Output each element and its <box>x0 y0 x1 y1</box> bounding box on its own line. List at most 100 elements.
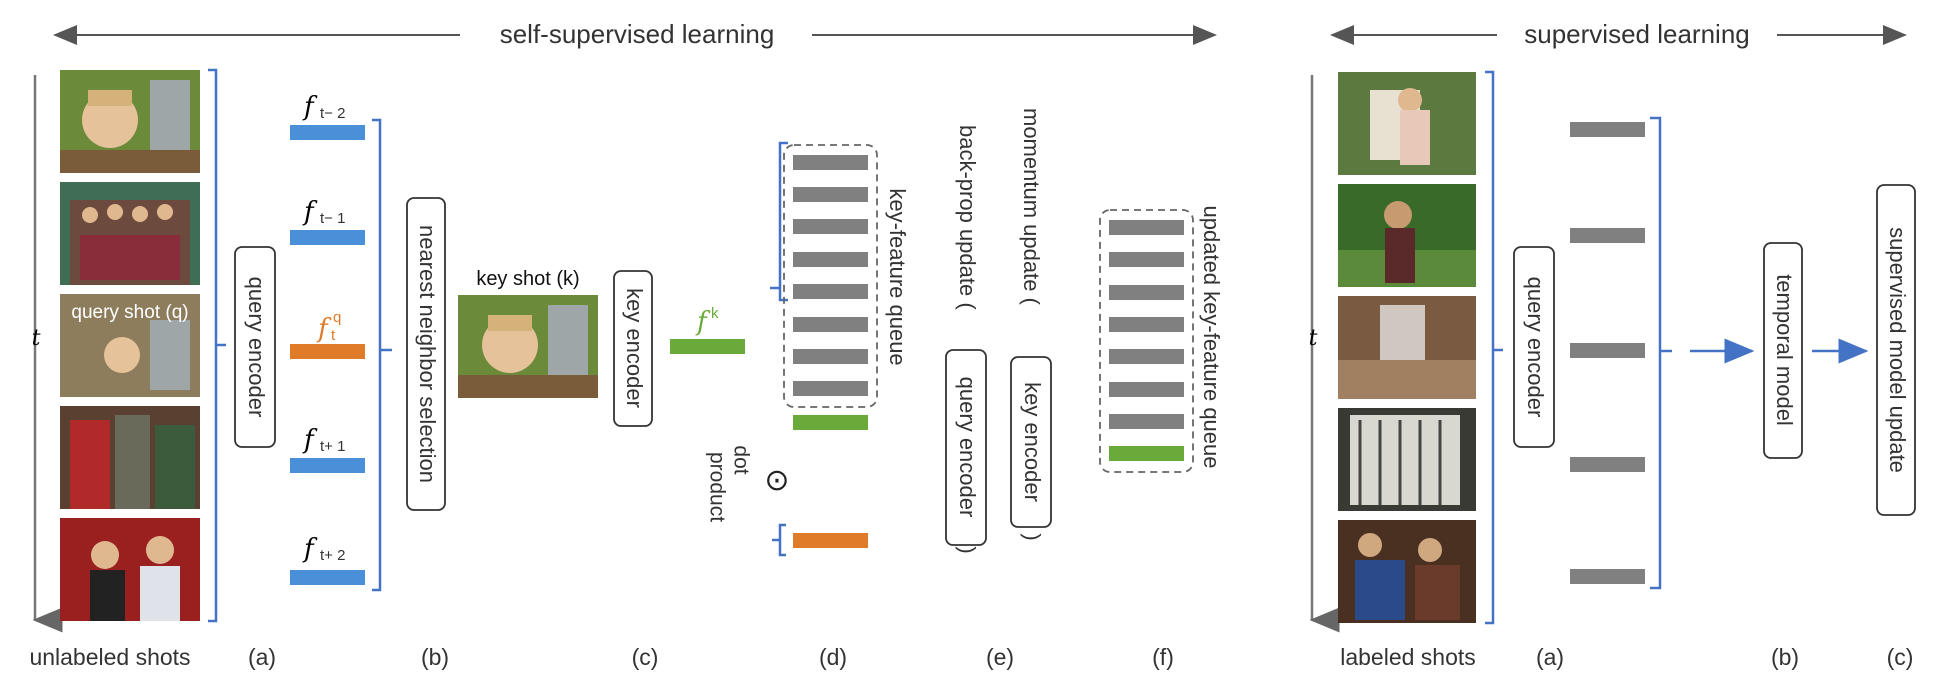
updated-queue-label: updated key-feature queue <box>1199 206 1224 469</box>
feature-bars: f t− 2 f t− 1 f t q f t+ 1 f t+ 2 <box>290 92 365 585</box>
feature-subscript: t− 1 <box>320 210 345 227</box>
unlabeled-shots: query shot (q) <box>60 70 200 621</box>
queue-label: key-feature queue <box>885 188 910 365</box>
temporal-model-label: temporal model <box>1772 274 1797 426</box>
bottom-label: (b) <box>1771 644 1799 670</box>
labeled-shots <box>1338 72 1476 623</box>
queue-item <box>1109 252 1184 267</box>
feature-bar <box>1570 228 1645 243</box>
backprop-query-encoder-box <box>945 349 987 546</box>
feature-bar <box>793 533 868 548</box>
model-update-label: supervised model update <box>1885 227 1910 473</box>
shot-frame <box>1338 408 1476 511</box>
feature-subscript: t− 2 <box>320 105 345 122</box>
queue-item <box>793 155 868 170</box>
updated-queue-dashed-box <box>1099 209 1194 473</box>
temporal-model-box: temporal model <box>1763 242 1803 459</box>
feature-bar <box>1570 569 1645 584</box>
key-feature-superscript: k <box>711 305 719 322</box>
shot-frame <box>1338 72 1476 175</box>
shot-frame <box>1338 184 1476 287</box>
product-label: product <box>705 452 728 522</box>
dot-label: dot <box>729 445 752 474</box>
features-bracket <box>1650 116 1662 590</box>
feature-bar <box>290 344 365 359</box>
feature-symbol: f <box>302 92 318 122</box>
momentum-box-label: key encoder <box>1020 382 1045 502</box>
feature-t-1: f t− 1 <box>290 197 365 245</box>
bottom-label: (c) <box>1887 644 1914 670</box>
queue-dashed-box <box>783 144 878 408</box>
key-shot-label: key shot (k) <box>476 268 579 290</box>
query-encoder-box: query encoder <box>234 246 276 448</box>
supervised-title: supervised learning <box>1524 19 1749 49</box>
dot-product: ⊙ dot product <box>705 445 789 522</box>
backprop-close: ) <box>955 546 980 553</box>
self-supervised-header: self-supervised learning <box>53 19 1217 49</box>
shot-frame <box>60 182 200 285</box>
backprop-update: back-prop update ( query encoder ) <box>945 125 987 554</box>
queue-item <box>1109 317 1184 332</box>
key-encoder-label: key encoder <box>622 288 647 408</box>
feature-subscript: t+ 2 <box>320 547 345 564</box>
key-shot-frame <box>458 295 598 398</box>
supervised-query-encoder-box: query encoder <box>1513 246 1555 448</box>
feature-bar <box>290 125 365 140</box>
query-shot-label: query shot (q) <box>71 302 188 323</box>
feature-bar <box>290 230 365 245</box>
shots-bracket <box>1485 70 1495 625</box>
queue-item <box>1109 382 1184 397</box>
dot-product-symbol: ⊙ <box>764 464 789 497</box>
features-bracket <box>372 118 382 592</box>
feature-bar <box>290 570 365 585</box>
time-axis-label: t <box>1309 326 1318 351</box>
bottom-label: (c) <box>632 644 659 670</box>
momentum-close: ) <box>1020 533 1045 540</box>
momentum-update: momentum update ( key encoder ) <box>1010 108 1052 541</box>
bottom-label: (b) <box>421 644 449 670</box>
query-feature-copy <box>772 523 868 557</box>
feature-bar <box>670 339 745 354</box>
momentum-key-encoder-box <box>1010 356 1052 528</box>
self-supervised-title: self-supervised learning <box>500 19 775 49</box>
feature-symbol: f <box>302 425 318 455</box>
queue-item <box>1109 285 1184 300</box>
bottom-label: labeled shots <box>1340 644 1476 670</box>
feature-symbol: f <box>316 314 332 344</box>
queue-new-key <box>1109 446 1184 461</box>
bottom-label: (a) <box>248 644 276 670</box>
shots-bracket <box>208 68 218 623</box>
bottom-label: (f) <box>1152 644 1174 670</box>
feature-t+2: f t+ 2 <box>290 534 365 585</box>
nearest-neighbor-label: nearest neighbor selection <box>415 225 440 483</box>
queue-item <box>793 284 868 299</box>
key-feature: f k <box>670 305 745 354</box>
feature-superscript: q <box>333 309 341 326</box>
shot-frame <box>60 406 200 509</box>
shot-frame <box>60 518 200 621</box>
updated-queue: updated key-feature queue <box>1099 206 1224 473</box>
queue-item <box>793 317 868 332</box>
feature-bar <box>1570 457 1645 472</box>
shot-frame <box>60 70 200 173</box>
self-supervised-bottom-labels: unlabeled shots (a) (b) (c) (d) (e) (f) <box>29 644 1173 670</box>
shot-frame: query shot (q) <box>60 294 200 397</box>
shot-frame <box>1338 296 1476 399</box>
queue-item <box>793 349 868 364</box>
backprop-label: back-prop update ( <box>955 125 980 310</box>
model-update-box: supervised model update <box>1876 184 1916 516</box>
feature-subscript: t+ 1 <box>320 438 345 455</box>
nearest-neighbor-box: nearest neighbor selection <box>406 197 446 511</box>
queue-new-key <box>793 415 868 430</box>
bottom-label: (e) <box>986 644 1014 670</box>
queue-item <box>1109 349 1184 364</box>
feature-symbol: f <box>302 534 318 564</box>
bottom-label: unlabeled shots <box>29 644 190 670</box>
momentum-label: momentum update ( <box>1019 108 1044 306</box>
key-feature-symbol: f <box>695 307 711 337</box>
feature-t-2: f t− 2 <box>290 92 365 140</box>
feature-bar <box>1570 122 1645 137</box>
feature-bar <box>1570 343 1645 358</box>
queue-item <box>793 219 868 234</box>
